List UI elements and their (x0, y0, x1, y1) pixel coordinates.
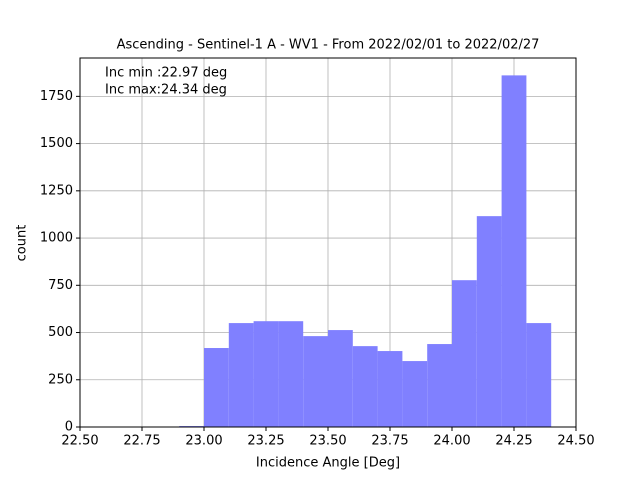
y-axis-label: count (15, 225, 30, 262)
bar (228, 323, 254, 427)
annotation: Inc max:24.34 deg (105, 83, 227, 98)
chart-title: Ascending - Sentinel-1 A - WV1 - From 20… (117, 38, 540, 53)
bar (328, 330, 353, 427)
axes-frame (79, 57, 577, 428)
y-tick-label: 1250 (40, 183, 73, 198)
bar (526, 323, 552, 427)
x-tick-label: 22.75 (123, 434, 160, 449)
x-tick-label: 24.25 (495, 434, 532, 449)
x-tick-label: 23.50 (309, 434, 346, 449)
bar (377, 351, 403, 427)
bar (303, 336, 328, 427)
bar (501, 75, 527, 427)
bar (402, 361, 428, 427)
y-tick-label: 1750 (40, 89, 73, 104)
bar (204, 348, 229, 427)
y-tick-label: 500 (48, 325, 73, 340)
x-tick-label: 23.25 (247, 434, 284, 449)
x-tick-label: 24.00 (433, 434, 470, 449)
x-axis-label: Incidence Angle [Deg] (256, 456, 400, 471)
bar (427, 344, 452, 427)
y-tick-label: 250 (48, 372, 73, 387)
bar (278, 321, 304, 427)
bar (352, 346, 378, 427)
y-tick-label: 750 (48, 278, 73, 293)
x-tick-label: 24.50 (557, 434, 594, 449)
x-tick-label: 23.00 (185, 434, 222, 449)
bar (253, 321, 279, 427)
y-tick-label: 0 (65, 420, 73, 435)
annotation: Inc min :22.97 deg (105, 66, 227, 81)
x-tick-label: 22.50 (61, 434, 98, 449)
y-tick-label: 1500 (40, 136, 73, 151)
x-tick-label: 23.75 (371, 434, 408, 449)
bar (476, 216, 502, 427)
y-tick-label: 1000 (40, 231, 73, 246)
bar (452, 280, 477, 427)
